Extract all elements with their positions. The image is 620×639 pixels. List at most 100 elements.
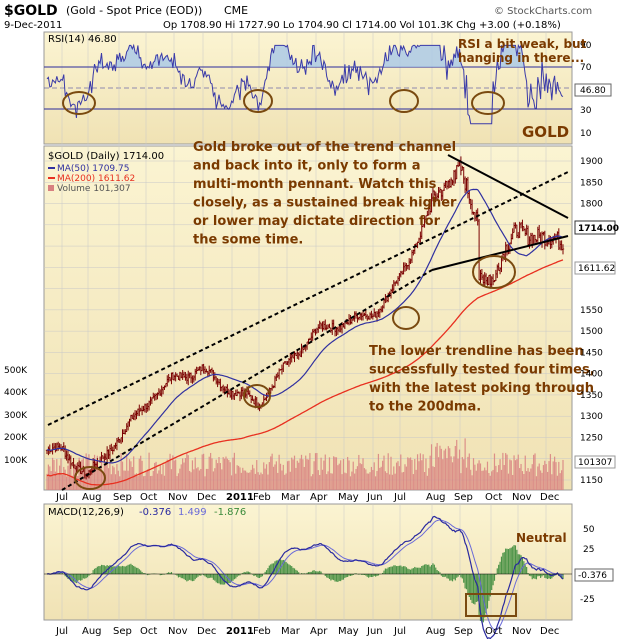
volume-bar xyxy=(524,455,526,490)
volume-bar xyxy=(130,461,132,490)
macd-histogram-bar xyxy=(221,574,223,585)
volume-tick-label: 500K xyxy=(4,366,28,376)
macd-histogram-bar xyxy=(249,572,251,574)
volume-bar xyxy=(549,454,552,490)
volume-bar xyxy=(458,449,461,490)
symbol-description: (Gold - Spot Price (EOD)) xyxy=(66,4,202,17)
macd-histogram-bar xyxy=(217,574,219,584)
macd-histogram-bar xyxy=(285,562,287,574)
macd-histogram-bar xyxy=(180,574,182,579)
rsi-circle-2 xyxy=(243,89,273,113)
volume-bar xyxy=(288,460,290,490)
month-label: Mar xyxy=(281,492,301,503)
macd-histogram-bar xyxy=(470,574,472,600)
macd-histogram-bar xyxy=(402,566,405,574)
volume-bar xyxy=(183,462,185,490)
macd-histogram-bar xyxy=(93,568,96,574)
volume-bar xyxy=(335,457,338,490)
macd-histogram-bar xyxy=(159,574,161,576)
volume-bar xyxy=(156,473,159,490)
volume-bar xyxy=(491,471,493,490)
volume-bar xyxy=(326,474,328,490)
macd-histogram-bar xyxy=(257,574,259,578)
volume-bar xyxy=(100,457,103,490)
volume-bar xyxy=(295,467,297,490)
macd-histogram-bar xyxy=(433,564,435,574)
macd-histogram-bar xyxy=(133,565,135,574)
volume-bar xyxy=(358,454,360,490)
volume-bar xyxy=(338,463,340,490)
volume-bar xyxy=(233,452,235,490)
volume-bar xyxy=(547,471,549,490)
macd-histogram-bar xyxy=(393,565,395,574)
volume-bar xyxy=(214,468,216,490)
volume-bar xyxy=(158,470,160,490)
volume-bar xyxy=(467,456,469,490)
macd-histogram-bar xyxy=(503,552,505,574)
rsi-note-line2: hanging in there... xyxy=(458,51,584,65)
volume-bar xyxy=(303,466,305,490)
volume-bar xyxy=(401,472,403,490)
volume-bar xyxy=(500,469,503,490)
macd-histogram-bar xyxy=(148,574,150,575)
macd-histogram-bar xyxy=(340,574,342,582)
macd-histogram-bar xyxy=(186,574,188,582)
volume-bar xyxy=(305,455,307,490)
macd-histogram-bar xyxy=(519,554,521,574)
volume-bar xyxy=(337,465,339,490)
volume-bar xyxy=(119,476,121,490)
volume-bar xyxy=(267,474,269,490)
volume-bar xyxy=(442,459,444,490)
macd-histogram-bar xyxy=(341,574,343,580)
macd-histogram-bar xyxy=(506,548,508,574)
macd-histogram-bar xyxy=(292,567,294,574)
volume-bar xyxy=(225,456,227,490)
macd-histogram-bar xyxy=(453,574,455,580)
volume-bar xyxy=(78,457,80,490)
macd-histogram-bar xyxy=(349,574,352,576)
annotation-line: and back into it, only to form a xyxy=(193,159,421,174)
volume-bar xyxy=(437,457,440,490)
macd-histogram-bar xyxy=(203,574,205,576)
macd-histogram-bar xyxy=(105,566,107,574)
macd-histogram-bar xyxy=(335,574,338,582)
volume-bar xyxy=(314,453,317,490)
volume-bar xyxy=(423,472,426,490)
macd-histogram-bar xyxy=(496,568,498,574)
macd-histogram-bar xyxy=(306,572,308,574)
macd-histogram-bar xyxy=(284,560,286,574)
volume-bar xyxy=(341,474,343,490)
annotation-line: with the latest poking through xyxy=(369,381,594,396)
macd-histogram-bar xyxy=(324,574,326,576)
rsi-tick-70: 70 xyxy=(580,63,592,73)
macd-histogram-bar xyxy=(400,565,402,574)
volume-bar xyxy=(330,473,332,490)
volume-bar xyxy=(162,464,164,490)
macd-histogram-bar xyxy=(214,574,216,581)
x-axis-bottom: Jul Aug Sep Oct Nov Dec 2011 Feb Mar Apr May Jun Jul… xyxy=(55,626,559,637)
volume-bar xyxy=(435,446,437,490)
volume-bar xyxy=(246,472,248,490)
volume-bar xyxy=(244,470,247,490)
volume-bar xyxy=(274,464,276,490)
rsi-label: RSI(14) 46.80 xyxy=(48,34,117,45)
macd-histogram-bar xyxy=(446,574,448,579)
volume-bar xyxy=(415,469,417,490)
price-tick-label: 1250 xyxy=(580,433,603,443)
volume-bar xyxy=(561,470,563,490)
macd-histogram-bar xyxy=(542,574,545,576)
volume-bar xyxy=(67,465,69,490)
macd-histogram-bar xyxy=(526,566,528,574)
volume-bar xyxy=(215,459,217,490)
price-panel: $GOLD (Daily) 1714.00 MA(50) 1709.75 MA(… xyxy=(4,123,619,491)
ma200-tag xyxy=(574,261,616,275)
volume-bar xyxy=(556,475,559,490)
macd-histogram-bar xyxy=(492,574,494,586)
volume-bar xyxy=(172,455,174,490)
macd-histogram-bar xyxy=(75,574,77,584)
volume-bar xyxy=(57,473,59,490)
macd-histogram-bar xyxy=(317,571,319,574)
volume-bar xyxy=(148,452,150,490)
macd-histogram-bar xyxy=(175,574,177,575)
macd-histogram-bar xyxy=(422,565,424,574)
